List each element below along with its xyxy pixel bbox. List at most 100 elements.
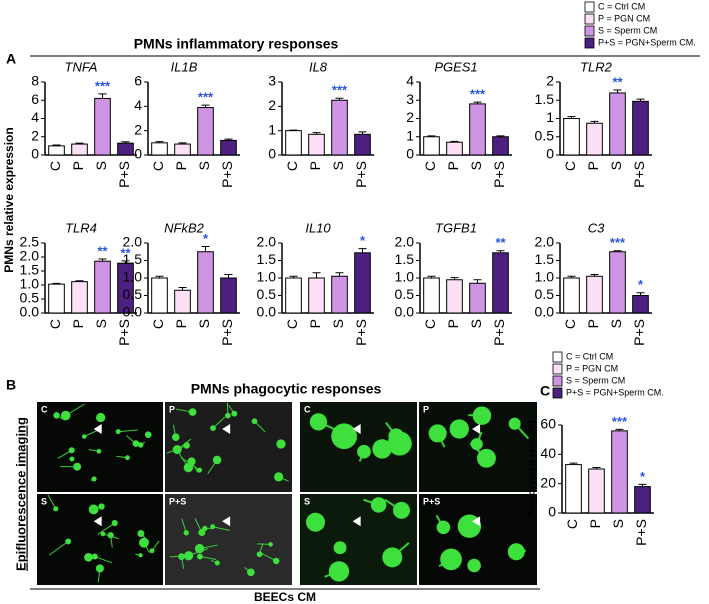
significance: ** — [120, 245, 131, 260]
y-tick-label: 1 — [406, 127, 414, 143]
significance: *** — [470, 87, 486, 102]
error-bar — [590, 274, 599, 277]
x-tick-label: S — [196, 319, 212, 328]
x-tick-label: P — [585, 161, 601, 170]
y-tick-label: 0 — [548, 504, 556, 520]
error-bar — [75, 142, 84, 145]
y-tick-label: 2.0 — [123, 234, 143, 250]
y-tick-label: 8 — [31, 73, 39, 89]
x-tick-label: P+S — [219, 161, 235, 188]
cell — [82, 434, 87, 439]
cell — [210, 524, 216, 530]
legend-swatch — [584, 37, 595, 49]
cell — [508, 417, 521, 430]
error-bar — [450, 277, 459, 280]
panel-label: C — [540, 383, 550, 399]
significance: ** — [97, 243, 108, 258]
cell — [472, 406, 492, 425]
x-tick-label: P — [585, 319, 601, 328]
y-tick-label: 2.0 — [257, 234, 277, 250]
y-tick-label: 0.0 — [535, 304, 555, 320]
y-tick-label: 2.0 — [535, 234, 555, 250]
significance: * — [360, 233, 366, 248]
cell-process — [97, 522, 116, 535]
error-bar — [178, 142, 187, 145]
x-tick-label: C — [422, 319, 438, 329]
cell — [268, 542, 273, 547]
cell — [225, 412, 231, 419]
error-bar — [312, 132, 321, 135]
x-tick-label: P — [70, 161, 86, 170]
error-bar — [638, 483, 647, 487]
x-tick-label: P+S — [116, 161, 132, 188]
cell — [65, 538, 72, 545]
bar — [94, 260, 111, 314]
cell — [125, 455, 130, 461]
error-bar — [613, 250, 622, 252]
bar — [151, 277, 168, 314]
error-bar — [121, 260, 130, 264]
x-tick-label: P+S — [219, 319, 235, 346]
legend-label: S = Sperm CM — [566, 375, 625, 385]
bar — [285, 130, 302, 156]
bar — [117, 142, 134, 156]
cell — [53, 412, 60, 419]
x-tick-label: S — [330, 319, 346, 328]
x-tick-label: S — [608, 319, 624, 328]
cell — [231, 410, 238, 417]
error-bar — [98, 93, 107, 99]
cell — [274, 472, 284, 482]
image-label: P+S — [423, 496, 440, 506]
arrowhead — [93, 516, 102, 527]
cell — [185, 551, 194, 560]
bar — [48, 283, 65, 314]
bar — [423, 277, 440, 314]
y-tick-label: 0.0 — [257, 304, 277, 320]
y-tick-label: 1.5 — [535, 91, 555, 107]
y-tick-label: 2.0 — [20, 248, 40, 264]
legend-swatch — [552, 375, 563, 387]
cell — [178, 553, 185, 561]
x-tick-label: P — [307, 319, 323, 328]
bar — [71, 143, 88, 156]
bar — [331, 275, 348, 314]
bar — [492, 136, 509, 156]
x-tick-label: S — [93, 161, 109, 170]
cell — [149, 548, 155, 554]
bar — [174, 143, 191, 156]
y-tick-label: 1.5 — [123, 251, 143, 267]
y-tick-label: 0 — [268, 146, 276, 162]
y-tick-label: 0 — [546, 146, 554, 162]
x-tick-label: S — [468, 161, 484, 170]
bar — [446, 279, 463, 314]
cell — [171, 433, 180, 441]
error-bar — [224, 274, 233, 278]
error-bar — [335, 272, 344, 277]
cell — [212, 455, 222, 465]
bar — [609, 92, 626, 156]
y-tick-label: 0 — [406, 146, 414, 162]
x-tick-label: C — [564, 519, 580, 529]
error-bar — [615, 428, 624, 431]
y-tick-label: 4 — [134, 97, 142, 113]
image-label: P+S — [169, 496, 186, 506]
legend-label: C = Ctrl CM — [598, 1, 645, 11]
y-tick-label: 0.5 — [123, 286, 143, 302]
y-tick-label: 1.0 — [20, 276, 40, 292]
cell — [100, 531, 106, 537]
error-bar — [98, 258, 107, 262]
x-tick-label: P — [173, 319, 189, 328]
bottom-label: BEECs CM — [254, 590, 316, 604]
bar — [632, 295, 649, 314]
significance: ** — [495, 235, 506, 250]
legend-swatch — [552, 387, 563, 399]
cell — [138, 537, 149, 548]
significance: *** — [610, 235, 626, 250]
x-tick-label: P — [173, 161, 189, 170]
microscopy-images: C P S P+S C P S P+S — [37, 402, 537, 585]
y-tick-label: 0.0 — [395, 304, 415, 320]
cell — [95, 564, 104, 573]
error-bar — [224, 138, 233, 141]
x-tick-label: C — [562, 161, 578, 171]
